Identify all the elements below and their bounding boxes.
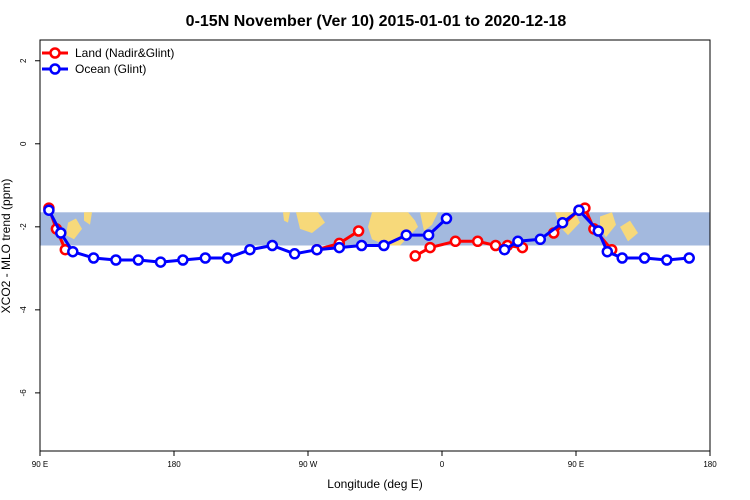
ocean-data-point xyxy=(154,256,167,268)
y-tick-label: -2 xyxy=(19,223,28,231)
legend-ocean-marker xyxy=(49,63,61,75)
x-axis: 90 E 180 90 W 0 90 E 180 xyxy=(32,451,717,469)
x-axis-label: Longitude (deg E) xyxy=(327,477,422,491)
land-mass xyxy=(84,212,92,225)
land-data-point xyxy=(489,239,502,252)
ocean-data-point xyxy=(512,235,524,248)
ocean-data-point xyxy=(534,233,547,246)
ocean-data-point xyxy=(43,204,55,216)
land-data-point xyxy=(409,250,421,262)
land-mass xyxy=(283,212,290,223)
land-data-point xyxy=(471,235,484,248)
ocean-data-point xyxy=(573,204,585,216)
ocean-data-point xyxy=(601,245,614,258)
legend-ocean-label: Ocean (Glint) xyxy=(75,62,146,76)
ocean-data-point xyxy=(221,252,234,264)
land-mass xyxy=(620,220,638,242)
series-layer xyxy=(43,202,695,268)
y-tick-label: -4 xyxy=(19,306,28,314)
plot-frame xyxy=(39,39,711,452)
latitude-band xyxy=(40,212,710,246)
ocean-data-point xyxy=(400,229,413,241)
y-axis-label: XCO2 - MLO trend (ppm) xyxy=(0,179,13,314)
x-tick-label: 90 W xyxy=(299,460,318,469)
legend: Land (Nadir&Glint) Ocean (Glint) xyxy=(42,46,174,76)
ocean-data-point xyxy=(422,229,435,241)
x-tick-label: 180 xyxy=(167,460,181,469)
y-tick-label: 2 xyxy=(19,58,28,63)
ocean-data-point xyxy=(87,252,100,264)
ocean-data-point xyxy=(616,252,628,264)
ocean-data-point xyxy=(132,254,145,266)
land-mass xyxy=(66,218,82,240)
y-tick-label: 0 xyxy=(19,141,28,146)
legend-land-marker xyxy=(49,47,61,59)
ocean-data-point xyxy=(266,239,279,252)
y-axis: 2 0 -2 -4 -6 xyxy=(19,58,40,396)
ocean-data-point xyxy=(311,243,323,256)
ocean-data-point xyxy=(556,216,569,229)
legend-land-label: Land (Nadir&Glint) xyxy=(75,46,174,60)
ocean-data-point xyxy=(333,241,346,254)
ocean-data-point xyxy=(440,212,453,225)
y-tick-label: -6 xyxy=(19,389,28,397)
x-tick-label: 0 xyxy=(440,460,445,469)
chart-title: 0-15N November (Ver 10) 2015-01-01 to 20… xyxy=(186,13,567,30)
ocean-data-point xyxy=(683,252,695,264)
ocean-data-point xyxy=(110,254,122,266)
land-mass xyxy=(420,212,438,231)
ocean-data-point xyxy=(661,254,673,266)
ocean-data-point xyxy=(498,243,511,256)
ocean-data-point xyxy=(244,243,256,256)
land-data-point xyxy=(424,241,436,254)
ocean-data-point xyxy=(67,245,79,258)
ocean-data-point xyxy=(355,239,368,252)
ocean-data-point xyxy=(378,239,390,252)
land-data-point xyxy=(352,225,365,237)
x-tick-label: 90 E xyxy=(568,460,584,469)
land-data-point xyxy=(449,235,462,248)
x-tick-label: 180 xyxy=(703,460,717,469)
ocean-data-point xyxy=(177,254,189,266)
ocean-data-point xyxy=(638,252,651,264)
ocean-data-point xyxy=(288,248,301,260)
ocean-data-point xyxy=(199,252,212,264)
land-mass xyxy=(296,212,325,234)
x-tick-label: 90 E xyxy=(32,460,48,469)
ocean-data-point xyxy=(592,225,605,237)
ocean-data-point xyxy=(55,227,67,239)
